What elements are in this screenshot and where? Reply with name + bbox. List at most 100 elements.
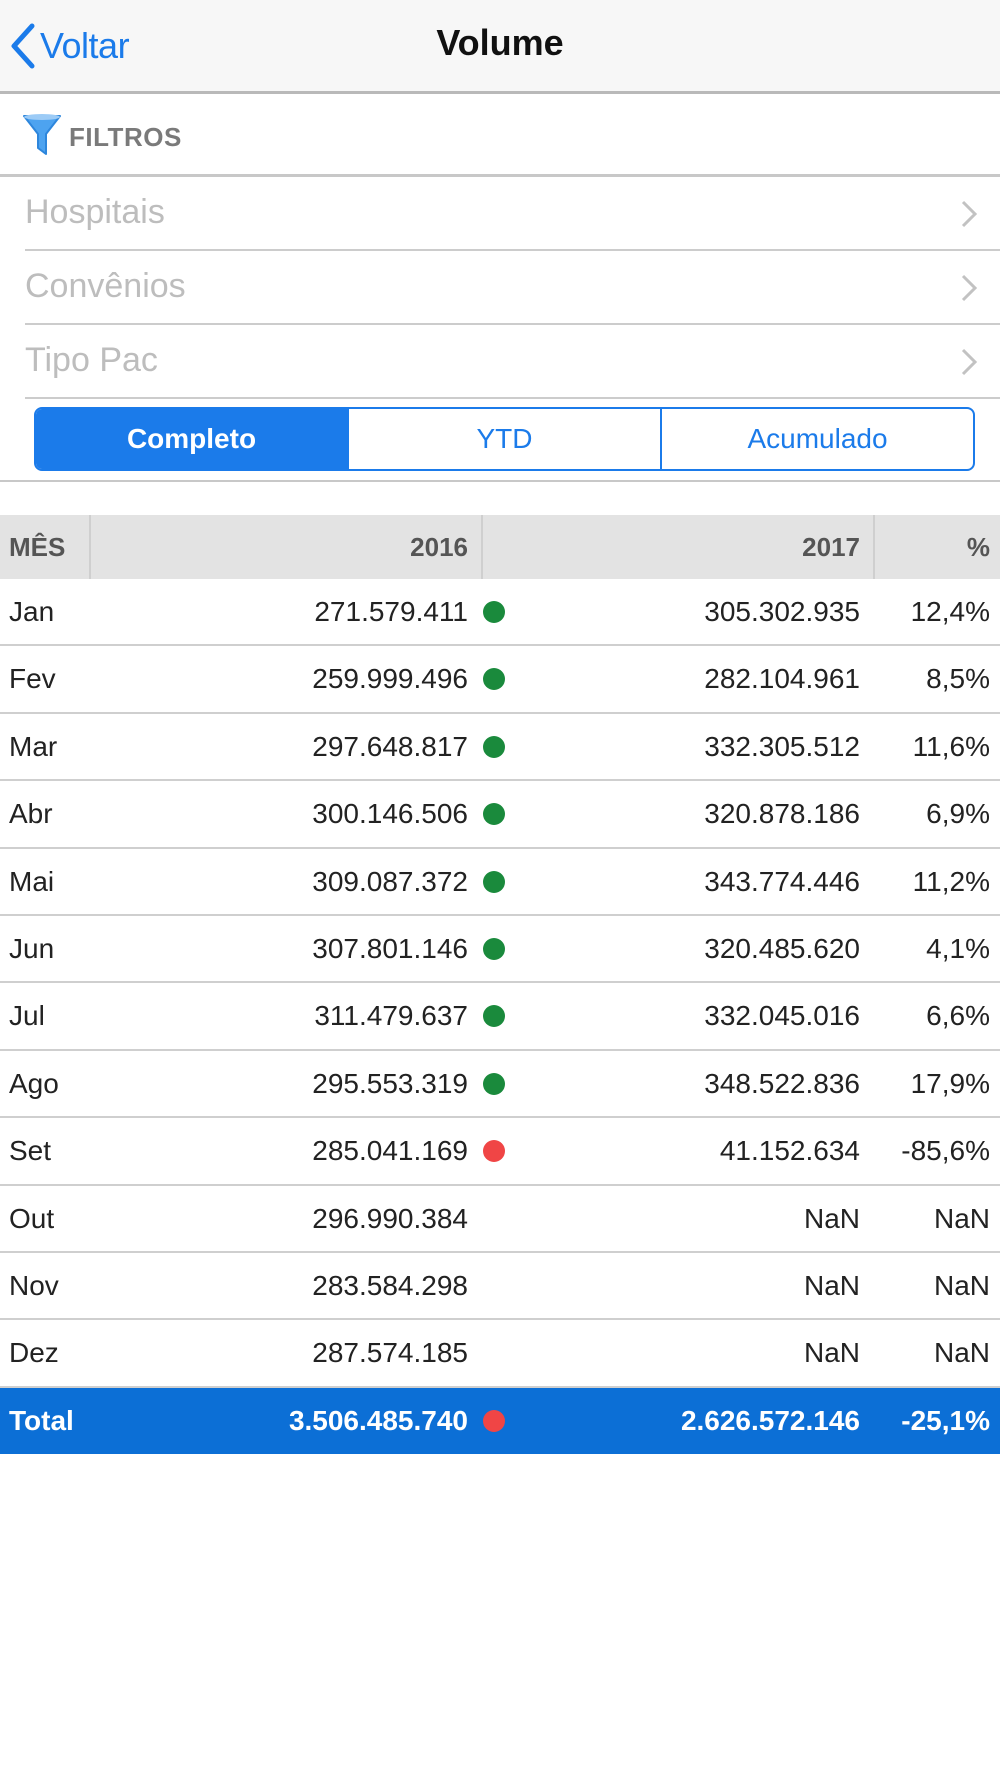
back-label: Voltar (40, 25, 130, 66)
filters-label: FILTROS (69, 122, 182, 152)
percent-cell: -85,6% (901, 1135, 990, 1167)
month-cell: Mar (9, 730, 58, 762)
value-2016-cell: 300.146.506 (312, 798, 468, 830)
percent-cell: 4,1% (926, 932, 990, 964)
percent-cell: NaN (933, 1269, 990, 1301)
value-2016-cell: 287.574.185 (312, 1337, 468, 1369)
status-red-dot-icon (483, 1140, 505, 1163)
month-cell: Out (9, 1202, 55, 1234)
chevron-right-icon (961, 348, 978, 376)
month-cell: Jun (9, 932, 55, 964)
month-cell: Ago (9, 1067, 59, 1099)
percent-cell: -25,1% (901, 1404, 990, 1436)
value-2017-cell: 343.774.446 (704, 865, 860, 897)
status-green-dot-icon (483, 803, 505, 826)
segment-acumulado[interactable]: Acumulado (660, 409, 973, 469)
filter-item-tipo-pac[interactable]: Tipo Pac (25, 325, 1000, 399)
month-cell: Abr (9, 798, 53, 830)
month-cell: Nov (9, 1269, 59, 1301)
percent-cell: NaN (933, 1202, 990, 1234)
value-2016-cell: 309.087.372 (312, 865, 468, 897)
percent-cell: 6,9% (926, 798, 990, 830)
status-green-dot-icon (483, 870, 505, 893)
filter-icon (23, 114, 61, 155)
chevron-right-icon (961, 274, 978, 302)
value-2016-cell: 307.801.146 (312, 932, 468, 964)
page-title: Volume (436, 22, 564, 63)
value-2016-cell: 296.990.384 (312, 1202, 468, 1234)
value-2016-cell: 259.999.496 (312, 663, 468, 695)
period-segmented-control: Completo YTD Acumulado (34, 407, 975, 471)
header-separator (873, 515, 875, 579)
status-green-dot-icon (483, 668, 505, 691)
value-2016-cell: 311.479.637 (314, 1000, 468, 1032)
back-button[interactable]: Voltar (10, 18, 130, 74)
table-row: Mai 309.087.372 343.774.446 11,2% (0, 849, 1000, 916)
table-row: Ago 295.553.319 348.522.836 17,9% (0, 1051, 1000, 1119)
chevron-left-icon (11, 23, 35, 69)
value-2017-cell: 282.104.961 (704, 663, 860, 695)
month-cell: Total (9, 1404, 74, 1436)
table-row: Fev 259.999.496 282.104.961 8,5% (0, 646, 1000, 714)
volume-table: MÊS 2016 2017 % Jan 271.579.411 305.302.93… (0, 515, 1000, 1454)
value-2016-cell: 297.648.817 (312, 730, 468, 762)
status-green-dot-icon (483, 1005, 505, 1028)
status-green-dot-icon (483, 601, 505, 623)
value-2017-cell: NaN (803, 1269, 860, 1301)
table-row: Jul 311.479.637 332.045.016 6,6% (0, 983, 1000, 1051)
value-2017-cell: NaN (803, 1337, 860, 1369)
filters-header[interactable]: FILTROS (0, 94, 1000, 177)
month-cell: Jan (9, 596, 55, 627)
chevron-right-icon (961, 200, 978, 228)
value-2016-cell: 295.553.319 (312, 1067, 468, 1099)
segment-ytd[interactable]: YTD (347, 409, 660, 469)
table-total-row: Total 3.506.485.740 2.626.572.146 -25,1% (0, 1387, 1000, 1454)
value-2016-cell: 283.584.298 (312, 1269, 468, 1301)
percent-cell: NaN (933, 1337, 990, 1369)
status-red-dot-icon (483, 1409, 505, 1432)
value-2017-cell: 305.302.935 (704, 596, 860, 627)
value-2016-cell: 285.041.169 (312, 1135, 468, 1167)
month-cell: Dez (9, 1337, 59, 1369)
table-row: Dez 287.574.185 NaN NaN (0, 1320, 1000, 1388)
value-2017-cell: 332.045.016 (704, 1000, 860, 1032)
filter-item-convenios[interactable]: Convênios (25, 251, 1000, 325)
table-row: Set 285.041.169 41.152.634 -85,6% (0, 1118, 1000, 1186)
percent-cell: 12,4% (910, 596, 990, 627)
header-separator (89, 515, 91, 579)
value-2017-cell: NaN (803, 1202, 860, 1234)
table-row: Out 296.990.384 NaN NaN (0, 1186, 1000, 1253)
percent-cell: 11,2% (912, 865, 990, 897)
value-2017-cell: 320.485.620 (704, 932, 860, 964)
filter-item-hospitais[interactable]: Hospitais (25, 177, 1000, 251)
filter-item-label: Tipo Pac (25, 341, 158, 379)
percent-cell: 11,6% (912, 730, 990, 762)
table-row: Nov 283.584.298 NaN NaN (0, 1253, 1000, 1321)
value-2017-cell: 41.152.634 (719, 1135, 860, 1167)
status-green-dot-icon (483, 937, 505, 960)
table-row: Jan 271.579.411 305.302.935 12,4% (0, 579, 1000, 647)
value-2016-cell: 3.506.485.740 (288, 1404, 468, 1436)
value-2017-cell: 2.626.572.146 (680, 1404, 860, 1436)
header-month: MÊS (9, 532, 66, 562)
table-body: Jan 271.579.411 305.302.935 12,4% Fev 259.999… (0, 579, 1000, 1454)
table-row: Jun 307.801.146 320.485.620 4,1% (0, 916, 1000, 984)
value-2016-cell: 271.579.411 (314, 596, 468, 627)
filter-item-label: Hospitais (25, 193, 165, 231)
month-cell: Fev (9, 663, 56, 695)
percent-cell: 6,6% (926, 1000, 990, 1032)
header-separator (481, 515, 483, 579)
value-2017-cell: 348.522.836 (704, 1067, 860, 1099)
value-2017-cell: 320.878.186 (704, 798, 860, 830)
header-2016: 2016 (410, 532, 468, 562)
segment-completo[interactable]: Completo (36, 409, 347, 469)
status-green-dot-icon (483, 1072, 505, 1095)
month-cell: Set (9, 1135, 52, 1167)
table-header: MÊS 2016 2017 % (0, 515, 1000, 579)
filter-item-label: Convênios (25, 267, 186, 305)
nav-bar: Voltar Volume (0, 0, 1000, 94)
status-green-dot-icon (483, 735, 505, 758)
percent-cell: 8,5% (926, 663, 990, 695)
divider (0, 480, 1000, 482)
